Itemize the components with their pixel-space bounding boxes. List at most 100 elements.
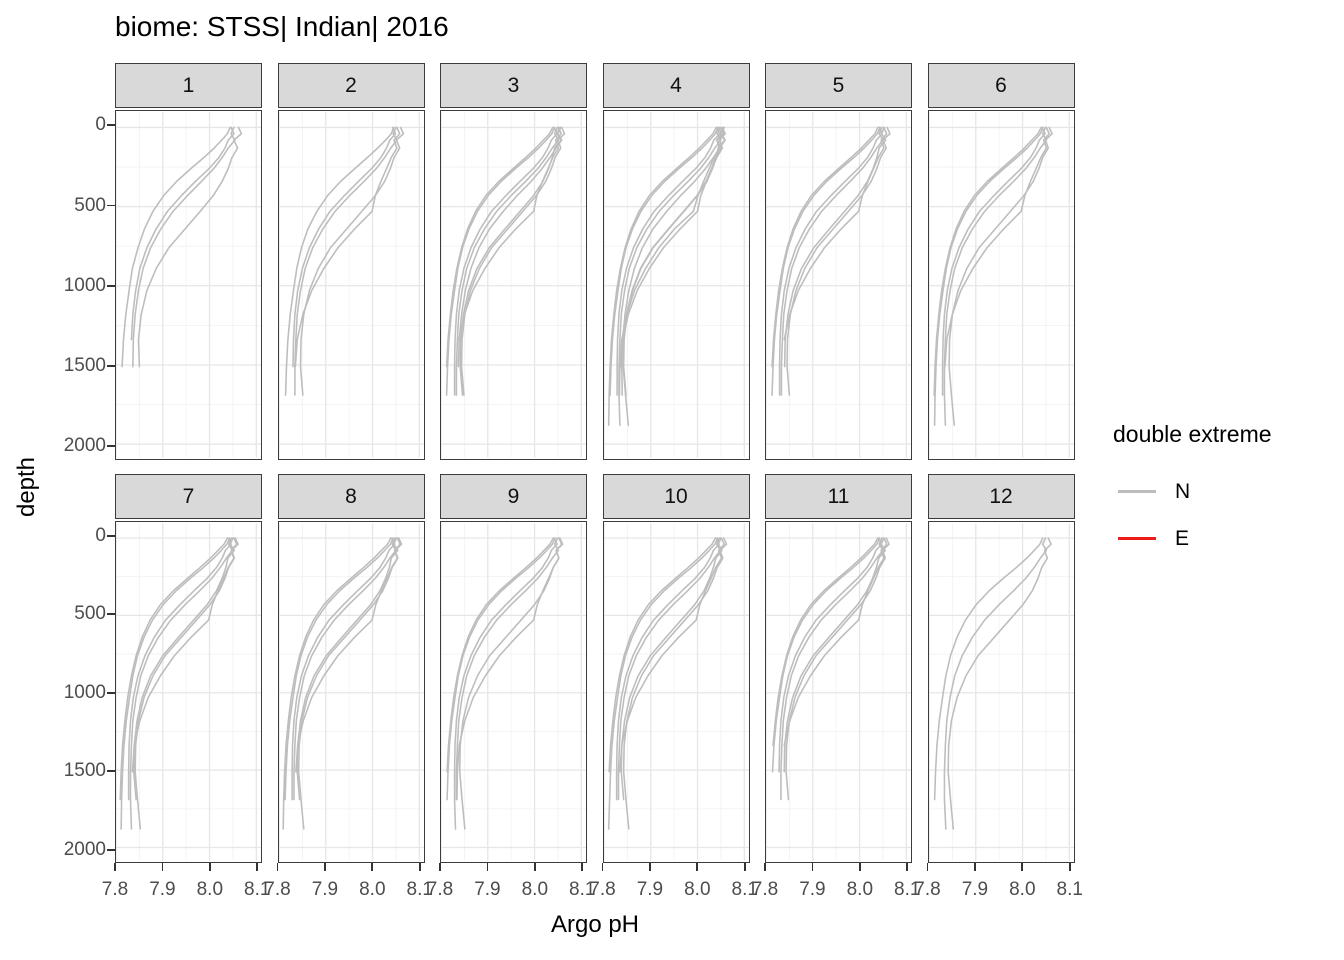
- y-tick-mark: [107, 848, 115, 851]
- facet-panel-7: [115, 521, 262, 863]
- x-axis-title: Argo pH: [550, 911, 640, 938]
- profile-line: [947, 126, 1053, 426]
- profile-line: [459, 126, 563, 396]
- profile-line: [446, 537, 555, 773]
- y-tick-label: 500: [74, 603, 106, 625]
- profile-line: [460, 126, 566, 396]
- profile-line: [455, 537, 560, 801]
- profile-line: [281, 537, 392, 830]
- x-tick-label: 8.0: [846, 879, 874, 900]
- facet-strip-label: 6: [995, 73, 1007, 97]
- profile-line: [130, 126, 235, 341]
- profile-line: [933, 126, 1044, 426]
- profile-line: [127, 537, 232, 801]
- x-tick-label: 7.9: [149, 879, 176, 900]
- profile-line: [780, 537, 884, 801]
- profile-line: [132, 126, 236, 368]
- y-tick-label: 2000: [63, 435, 106, 457]
- profile-line: [615, 126, 720, 396]
- x-tick-mark: [649, 863, 651, 871]
- x-tick-mark: [371, 863, 374, 871]
- x-tick-label: 7.8: [914, 879, 941, 900]
- facet-strip-1: 1: [115, 63, 262, 108]
- profile-line: [291, 126, 396, 368]
- x-tick-label: 7.8: [589, 879, 616, 900]
- facet-strip-6: 6: [927, 63, 1075, 108]
- profile-line: [453, 126, 558, 396]
- x-tick-mark: [256, 863, 259, 871]
- x-tick-mark: [581, 863, 584, 871]
- y-tick-mark: [107, 284, 115, 287]
- x-tick-label: 8.0: [521, 879, 549, 900]
- x-tick-mark: [764, 863, 766, 871]
- y-tick-label: 500: [74, 194, 106, 216]
- x-tick-label: 7.8: [751, 879, 779, 900]
- profile-line: [607, 537, 716, 773]
- facet-strip-label: 5: [832, 73, 845, 97]
- x-tick-mark: [418, 863, 421, 871]
- profile-line: [295, 537, 399, 801]
- y-tick-mark: [107, 445, 115, 448]
- x-tick-label: 8.0: [1009, 879, 1036, 900]
- y-tick-label: 1500: [63, 355, 106, 377]
- x-tick-label: 8.1: [569, 879, 596, 900]
- profile-line: [608, 126, 719, 396]
- profile-line: [119, 537, 229, 801]
- x-tick-label: 8.0: [684, 879, 711, 900]
- facet-strip-9: 9: [440, 474, 587, 519]
- profile-line: [780, 126, 884, 396]
- x-tick-mark: [486, 863, 489, 871]
- facet-strip-label: 4: [670, 73, 682, 97]
- y-tick-mark: [107, 365, 115, 367]
- x-tick-label: 8.1: [894, 879, 921, 900]
- y-tick-mark: [107, 691, 115, 694]
- x-tick-label: 7.9: [961, 879, 989, 900]
- profile-line: [932, 126, 1042, 396]
- facet-panel-9: [440, 521, 587, 863]
- facet-panel-2: [277, 110, 425, 460]
- profile-line: [783, 537, 888, 747]
- profile-line: [129, 537, 234, 830]
- profile-line: [299, 126, 404, 396]
- x-tick-mark: [1021, 863, 1024, 871]
- profile-line: [786, 126, 891, 396]
- profile-line: [121, 126, 231, 368]
- profile-line: [618, 126, 722, 396]
- facet-panel-8: [277, 521, 425, 863]
- y-tick-mark: [107, 204, 115, 207]
- facet-strip-label: 11: [827, 484, 850, 508]
- profile-line: [290, 537, 395, 801]
- legend-item-label: N: [1175, 479, 1191, 503]
- facet-panel-3: [440, 110, 587, 460]
- y-tick-label: 0: [95, 114, 106, 136]
- profile-line: [292, 537, 397, 801]
- x-tick-mark: [533, 863, 536, 871]
- x-tick-label: 8.0: [359, 879, 386, 900]
- x-tick-mark: [811, 863, 814, 871]
- facet-panel-11: [765, 521, 912, 863]
- facet-panel-12: [927, 521, 1075, 863]
- y-tick-mark: [107, 770, 115, 773]
- x-tick-mark: [743, 863, 746, 871]
- profile-line: [120, 537, 231, 830]
- facet-strip-label: 12: [989, 484, 1013, 508]
- x-tick-label: 7.8: [101, 879, 129, 900]
- facet-panel-1: [115, 110, 262, 460]
- y-axis-title: depth: [13, 456, 40, 518]
- y-tick-label: 1000: [63, 274, 106, 296]
- profile-line: [620, 537, 723, 801]
- x-tick-mark: [439, 863, 441, 871]
- x-tick-label: 7.8: [426, 879, 454, 900]
- x-tick-label: 8.1: [731, 879, 758, 900]
- x-tick-mark: [161, 863, 164, 871]
- profile-line: [778, 537, 883, 773]
- profile-line: [445, 126, 554, 368]
- x-tick-label: 7.9: [311, 879, 339, 900]
- legend-key-line: [1118, 490, 1156, 493]
- x-tick-label: 7.9: [636, 879, 664, 900]
- x-tick-label: 7.9: [799, 879, 826, 900]
- legend-title: double extreme: [1113, 421, 1272, 447]
- profile-line: [615, 537, 720, 801]
- legend-item-label: E: [1175, 526, 1190, 550]
- profile-line: [783, 126, 888, 341]
